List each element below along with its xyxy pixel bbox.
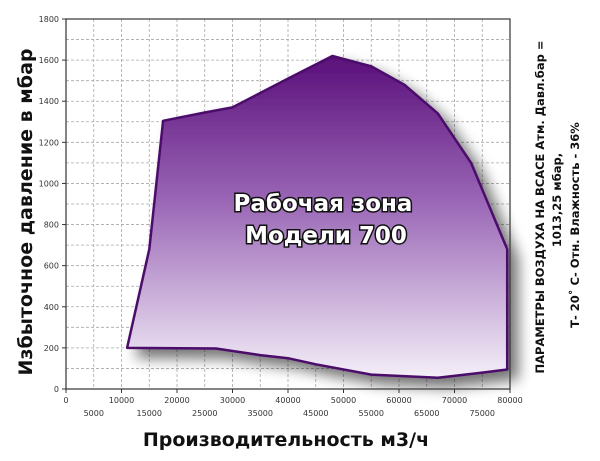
y-tick-label: 400	[44, 303, 59, 312]
x-axis-title: Производительность м3/ч	[143, 429, 429, 451]
x-tick-label: 10000	[109, 396, 134, 405]
x-tick-label-offset: 25000	[192, 409, 217, 418]
air-params-line-3: Т- 20˚ С- Отн. Влажность - 36%	[567, 122, 582, 328]
x-tick-label-offset: 35000	[248, 409, 273, 418]
y-tick-labels: 0 200 400 600 800 1000 1200 1400 1600 1800	[39, 15, 66, 394]
x-tick-label: 0	[63, 396, 68, 405]
air-params-line-1: ПАРАМЕТРЫ ВОЗДУХА НА ВСАСЕ Атм. Давл.бар…	[533, 41, 547, 374]
x-tick-label-offset: 55000	[359, 409, 384, 418]
x-tick-label: 80000	[497, 396, 522, 405]
working-zone-area	[125, 54, 509, 379]
y-tick-label: 600	[44, 262, 59, 271]
zone-label-line-1: Рабочая зона	[234, 191, 413, 217]
x-tick-label-offset: 75000	[470, 409, 495, 418]
y-tick-label: 200	[44, 344, 59, 353]
x-tick-label-offset: 45000	[303, 409, 328, 418]
y-tick-label: 1400	[39, 97, 59, 106]
y-tick-label: 1800	[39, 15, 59, 24]
y-tick-label: 800	[44, 221, 59, 230]
x-tick-label-offset: 5000	[84, 409, 104, 418]
x-tick-label: 30000	[220, 396, 245, 405]
x-tick-label: 20000	[164, 396, 189, 405]
y-axis-title: Избыточное давление в мбар	[15, 49, 37, 376]
x-tick-labels: 0 10000 20000 30000 40000 50000 60000 70000 8000…	[63, 389, 523, 418]
y-tick-label: 1000	[39, 179, 59, 188]
x-tick-label: 40000	[275, 396, 300, 405]
y-tick-label: 0	[54, 385, 59, 394]
x-tick-label-offset: 65000	[414, 409, 439, 418]
x-tick-label-offset: 15000	[137, 409, 162, 418]
zone-label-line-2: Модели 700	[245, 223, 407, 249]
x-tick-label: 50000	[331, 396, 356, 405]
y-tick-label: 1600	[39, 56, 59, 65]
x-tick-label: 60000	[386, 396, 411, 405]
x-tick-label: 70000	[442, 396, 467, 405]
y-tick-label: 1200	[39, 138, 59, 147]
air-params-line-2: 1013,25 мбар,	[550, 153, 564, 247]
